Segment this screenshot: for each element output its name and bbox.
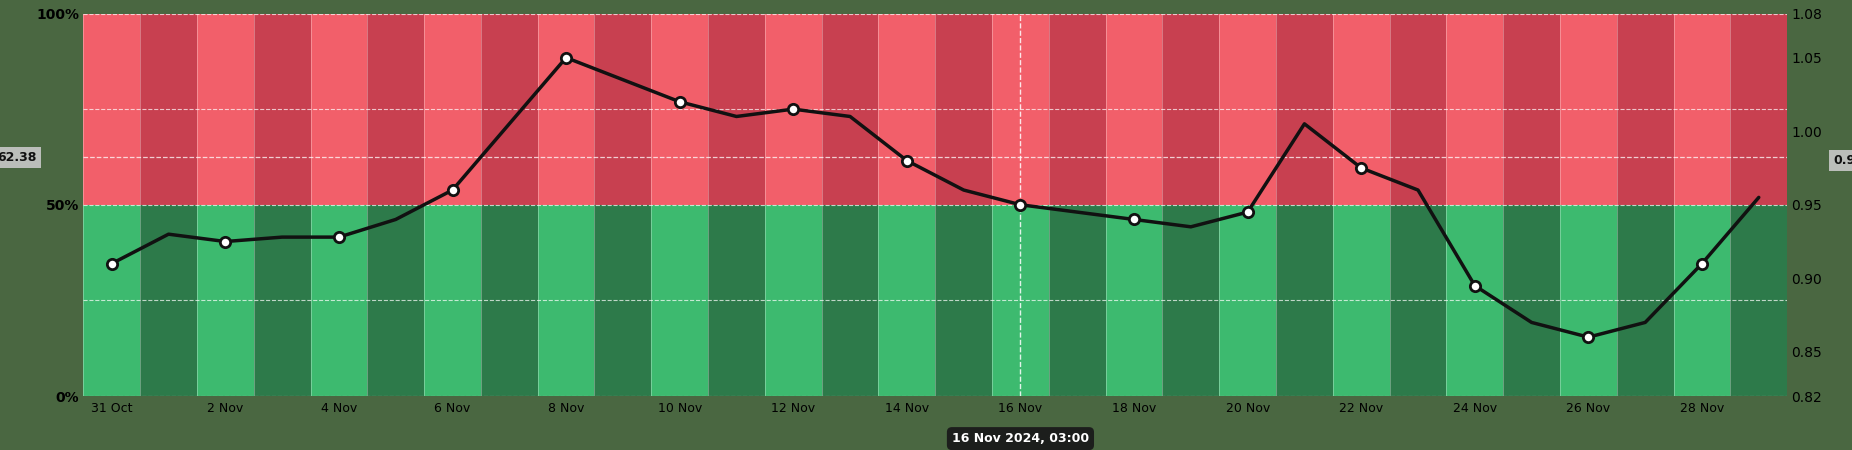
Bar xyxy=(1276,14,1333,205)
Bar xyxy=(1163,14,1219,205)
Text: 16 Nov 2024, 03:00: 16 Nov 2024, 03:00 xyxy=(952,432,1089,445)
Bar xyxy=(594,205,652,396)
Bar xyxy=(482,14,537,205)
Bar xyxy=(1163,205,1219,396)
Bar xyxy=(822,14,878,205)
Bar xyxy=(1219,14,1276,205)
Bar xyxy=(1446,14,1504,205)
Bar xyxy=(993,14,1048,205)
Bar xyxy=(707,205,765,396)
Bar xyxy=(1674,14,1730,205)
Bar xyxy=(83,205,141,396)
Bar xyxy=(1219,205,1276,396)
Bar xyxy=(935,14,993,205)
Point xyxy=(893,157,922,164)
Bar xyxy=(993,205,1048,396)
Point xyxy=(211,238,241,245)
Point xyxy=(1346,164,1376,171)
Bar xyxy=(878,14,935,205)
Bar xyxy=(1446,205,1504,396)
Bar xyxy=(935,205,993,396)
Bar xyxy=(1333,205,1389,396)
Point xyxy=(1006,201,1035,208)
Bar xyxy=(537,14,594,205)
Bar xyxy=(424,14,482,205)
Point xyxy=(1233,208,1263,216)
Point xyxy=(552,54,582,61)
Bar xyxy=(196,14,254,205)
Bar xyxy=(652,205,707,396)
Bar xyxy=(1276,205,1333,396)
Point xyxy=(1119,216,1148,223)
Bar xyxy=(1674,205,1730,396)
Bar xyxy=(1048,14,1106,205)
Point xyxy=(1687,260,1717,267)
Bar xyxy=(1048,205,1106,396)
Point xyxy=(1459,282,1489,289)
Bar xyxy=(1106,205,1163,396)
Bar xyxy=(1504,205,1559,396)
Bar xyxy=(367,205,424,396)
Bar xyxy=(367,14,424,205)
Bar xyxy=(1730,14,1787,205)
Bar xyxy=(652,14,707,205)
Bar xyxy=(594,14,652,205)
Bar xyxy=(1389,205,1446,396)
Bar xyxy=(1333,14,1389,205)
Bar xyxy=(424,205,482,396)
Text: 0.98: 0.98 xyxy=(1833,154,1852,167)
Bar xyxy=(1730,205,1787,396)
Bar xyxy=(1106,14,1163,205)
Bar xyxy=(765,14,822,205)
Bar xyxy=(1559,14,1617,205)
Bar xyxy=(141,14,196,205)
Bar xyxy=(1617,205,1674,396)
Point xyxy=(96,260,126,267)
Bar xyxy=(311,14,367,205)
Bar xyxy=(537,205,594,396)
Bar xyxy=(1389,14,1446,205)
Text: 62.38: 62.38 xyxy=(0,151,37,164)
Bar xyxy=(822,205,878,396)
Bar xyxy=(1504,14,1559,205)
Point xyxy=(665,98,694,105)
Bar xyxy=(196,205,254,396)
Point xyxy=(437,186,467,194)
Point xyxy=(1574,333,1604,341)
Bar xyxy=(311,205,367,396)
Bar xyxy=(83,14,141,205)
Point xyxy=(778,106,807,113)
Point xyxy=(324,234,354,241)
Bar xyxy=(254,14,311,205)
Bar xyxy=(141,205,196,396)
Bar xyxy=(1617,14,1674,205)
Bar xyxy=(707,14,765,205)
Bar xyxy=(482,205,537,396)
Bar xyxy=(254,205,311,396)
Bar xyxy=(1559,205,1617,396)
Bar xyxy=(878,205,935,396)
Bar xyxy=(765,205,822,396)
